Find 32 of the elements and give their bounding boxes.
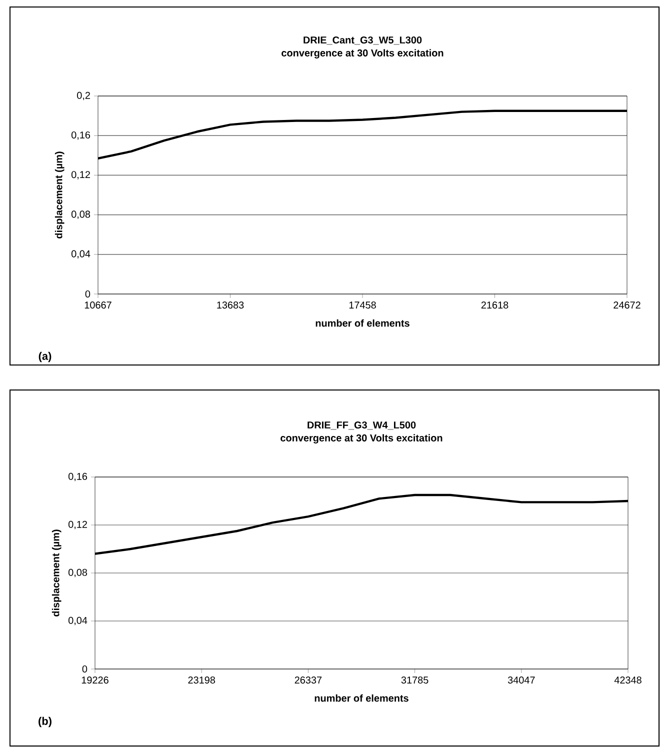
x-tick-label: 34047: [508, 676, 535, 684]
y-tick-label: 0: [85, 290, 90, 298]
x-tick-label: 23198: [188, 676, 216, 684]
y-tick-label: 0: [82, 665, 88, 673]
x-tick-label: 31785: [401, 676, 428, 684]
x-tick-label: 42348: [614, 676, 642, 684]
x-tick-label: 26337: [294, 676, 322, 684]
text: (a): [38, 352, 52, 362]
y-tick-label: 0,08: [68, 568, 88, 578]
chart-title: DRIE_Cant_G3_W5_L300: [304, 36, 422, 45]
x-tick-label: 10667: [84, 302, 112, 309]
y-tick-label: 0,08: [71, 210, 90, 219]
y-tick-label: 0,2: [77, 92, 90, 100]
y-tick-label: 0,16: [68, 472, 88, 482]
y-axis-title: displacement (µm): [54, 152, 64, 238]
chart-subtitle: convergence at 30 Volts excitation: [280, 434, 442, 444]
x-axis-title: number of elements: [314, 694, 408, 702]
chart-subtitle: convergence at 30 Volts excitation: [282, 49, 444, 58]
x-tick-label: 21618: [481, 302, 508, 309]
y-tick-label: 0,04: [68, 616, 88, 626]
chart-title: DRIE_FF_G3_W4_L500: [308, 421, 416, 430]
y-tick-label: 0,04: [71, 250, 90, 259]
y-tick-label: 0,12: [68, 520, 87, 530]
x-axis-title: number of elements: [316, 319, 410, 327]
y-tick-label: 0,12: [71, 171, 90, 180]
x-tick-label: 19226: [82, 676, 108, 684]
text: (b): [38, 716, 52, 728]
x-tick-label: 17458: [349, 302, 376, 309]
x-tick-label: 13683: [217, 302, 244, 309]
y-axis-title: displacement (µm): [52, 530, 62, 616]
x-tick-label: 24672: [614, 302, 640, 309]
y-tick-label: 0,16: [71, 131, 90, 140]
